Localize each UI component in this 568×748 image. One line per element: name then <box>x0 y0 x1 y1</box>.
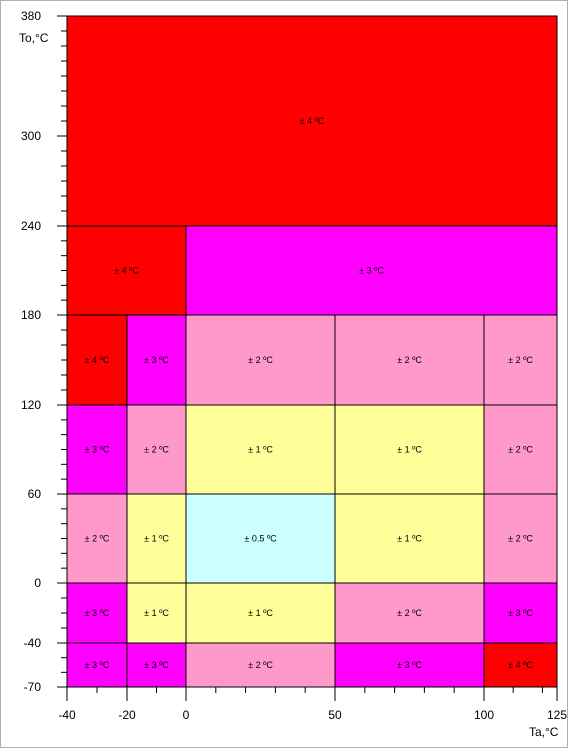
y-tick-label: 0 <box>34 576 41 590</box>
accuracy-cell <box>66 314 128 406</box>
y-tick-label: 180 <box>21 308 41 322</box>
y-tick-label: 240 <box>21 219 41 233</box>
accuracy-cell <box>334 582 485 644</box>
cell-label: ± 3 ºC <box>85 608 110 618</box>
cell-label: ± 2 ºC <box>508 355 533 365</box>
y-tick-label: -70 <box>24 680 42 694</box>
cell-label: ± 1 ºC <box>397 534 422 544</box>
cell-label: ± 2 ºC <box>248 660 273 670</box>
accuracy-cell <box>66 493 128 584</box>
accuracy-cell <box>334 493 485 584</box>
accuracy-cell <box>126 582 187 644</box>
cell-label: ± 3 ºC <box>359 266 384 276</box>
accuracy-cell <box>185 493 336 584</box>
accuracy-cell <box>185 225 558 316</box>
x-tick-label: 50 <box>328 708 342 722</box>
accuracy-cell <box>126 404 187 495</box>
cell-label: ± 4 ºC <box>114 266 139 276</box>
cell-label: ± 2 ºC <box>144 445 169 455</box>
x-tick-label: 100 <box>474 708 494 722</box>
cell-label: ± 0.5 ºC <box>244 534 277 544</box>
y-tick-label: 60 <box>28 487 42 501</box>
accuracy-cell <box>483 404 558 495</box>
accuracy-cell <box>334 642 485 688</box>
cell-label: ± 4 ºC <box>508 660 533 670</box>
cell-label: ± 2 ºC <box>397 355 422 365</box>
cell-label: ± 3 ºC <box>85 660 110 670</box>
x-tick-label: -20 <box>118 708 136 722</box>
x-tick-label: 125 <box>547 708 567 722</box>
accuracy-cell <box>334 404 485 495</box>
cell-label: ± 2 ºC <box>85 534 110 544</box>
plot-border <box>66 15 558 688</box>
cell-label: ± 1 ºC <box>397 445 422 455</box>
cell-label: ± 2 ºC <box>248 355 273 365</box>
cell-label: ± 3 ºC <box>144 355 169 365</box>
x-axis-title: Ta,°C <box>529 725 559 739</box>
cell-label: ± 1 ºC <box>144 534 169 544</box>
cell-label: ± 4 ºC <box>85 355 110 365</box>
accuracy-cell <box>185 582 336 644</box>
cell-label: ± 2 ºC <box>508 445 533 455</box>
y-axis-title: To,°C <box>19 31 49 45</box>
y-tick-label: -40 <box>24 636 42 650</box>
cell-label: ± 3 ºC <box>144 660 169 670</box>
cell-label: ± 3 ºC <box>508 608 533 618</box>
y-tick-label: 300 <box>21 129 41 143</box>
cells-layer: ± 4 ºC ± 4 ºC ± 3 ºC ± 4 ºC ± 3 ºC ± 2 ºC ± 2 … <box>66 15 558 688</box>
cell-label: ± 1 ºC <box>248 608 273 618</box>
accuracy-cell <box>483 642 558 688</box>
cell-label: ± 2 ºC <box>397 608 422 618</box>
x-tick-label: -40 <box>58 708 76 722</box>
accuracy-cell <box>185 314 336 406</box>
accuracy-cell <box>483 582 558 644</box>
x-tick-label: 0 <box>183 708 190 722</box>
y-tick-label: 380 <box>21 9 41 23</box>
cell-label: ± 2 ºC <box>508 534 533 544</box>
y-tick-label: 120 <box>21 398 41 412</box>
accuracy-cell <box>483 493 558 584</box>
cell-label: ± 4 ºC <box>300 116 325 126</box>
ticks-layer: 380 300 240 180 120 60 0 -40 -70 -40 -20 0 50 100 125 <box>21 9 567 722</box>
accuracy-cell <box>483 314 558 406</box>
cell-label: ± 1 ºC <box>144 608 169 618</box>
cell-label: ± 3 ºC <box>85 445 110 455</box>
accuracy-cell <box>66 225 187 316</box>
accuracy-cell <box>66 582 128 644</box>
accuracy-cell <box>66 15 558 227</box>
cell-label: ± 3 ºC <box>397 660 422 670</box>
cell-label: ± 1 ºC <box>248 445 273 455</box>
